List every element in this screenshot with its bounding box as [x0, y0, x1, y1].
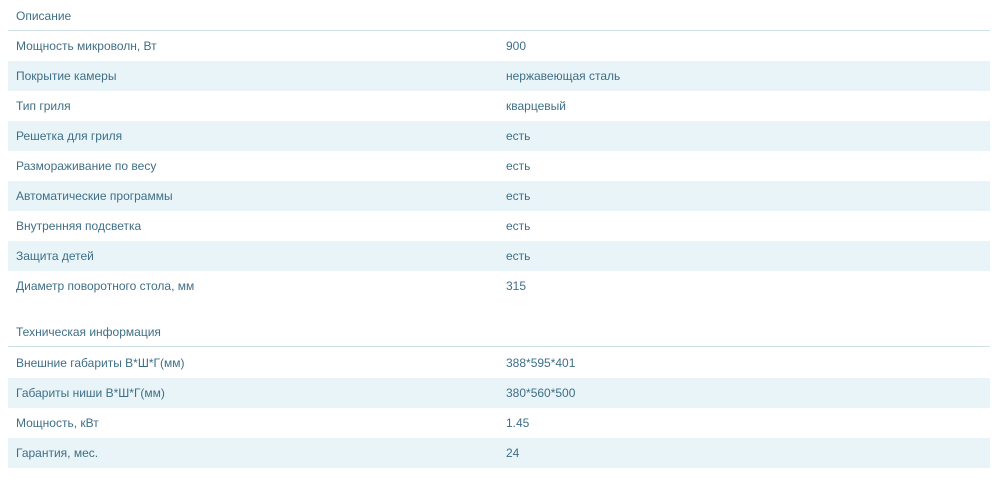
spec-key: Решетка для гриля	[16, 129, 123, 143]
spec-value: есть	[506, 219, 531, 233]
spec-row: Диаметр поворотного стола, мм 315	[8, 271, 990, 301]
spec-value: 900	[506, 39, 527, 53]
section-divider	[8, 346, 990, 347]
spec-key: Габариты ниши В*Ш*Г(мм)	[16, 386, 165, 400]
section-divider	[8, 30, 990, 31]
spec-key: Автоматические программы	[16, 189, 173, 203]
spec-key: Мощность, кВт	[16, 416, 99, 430]
spec-row: Покрытие камеры нержавеющая сталь	[8, 61, 990, 91]
spec-key: Диаметр поворотного стола, мм	[16, 279, 195, 293]
spec-key: Защита детей	[16, 249, 94, 263]
spec-value: 1.45	[506, 416, 530, 430]
spec-row: Гарантия, мес. 24	[8, 438, 990, 468]
spec-value: 315	[506, 279, 527, 293]
spec-value: 380*560*500	[506, 386, 576, 400]
spec-row: Защита детей есть	[8, 241, 990, 271]
spec-value: есть	[506, 129, 531, 143]
spec-value: есть	[506, 159, 531, 173]
spec-row: Решетка для гриля есть	[8, 121, 990, 151]
spec-key: Гарантия, мес.	[16, 446, 99, 460]
spec-row: Мощность, кВт 1.45	[8, 408, 990, 438]
spec-value: кварцевый	[506, 99, 566, 113]
spec-row: Внешние габариты В*Ш*Г(мм) 388*595*401	[8, 348, 990, 378]
section-title-description: Описание	[16, 9, 72, 23]
spec-key: Внутренняя подсветка	[16, 219, 142, 233]
spec-value: 24	[506, 446, 520, 460]
spec-key: Мощность микроволн, Вт	[16, 39, 157, 53]
spec-value: есть	[506, 189, 531, 203]
spec-key: Внешние габариты В*Ш*Г(мм)	[16, 356, 185, 370]
spec-key: Тип гриля	[16, 99, 71, 113]
spec-row: Тип гриля кварцевый	[8, 91, 990, 121]
spec-key: Покрытие камеры	[16, 69, 117, 83]
spec-key: Размораживание по весу	[16, 159, 157, 173]
spec-row: Габариты ниши В*Ш*Г(мм) 380*560*500	[8, 378, 990, 408]
section-technical-rows: Внешние габариты В*Ш*Г(мм) 388*595*401 Г…	[8, 348, 990, 468]
spec-row: Автоматические программы есть	[8, 181, 990, 211]
spec-value: нержавеющая сталь	[506, 69, 621, 83]
spec-value: есть	[506, 249, 531, 263]
spec-row: Мощность микроволн, Вт 900	[8, 31, 990, 61]
spec-value: 388*595*401	[506, 356, 576, 370]
spec-row: Внутренняя подсветка есть	[8, 211, 990, 241]
spec-row: Размораживание по весу есть	[8, 151, 990, 181]
section-title-technical: Техническая информация	[16, 325, 161, 339]
section-description-rows: Мощность микроволн, Вт 900 Покрытие каме…	[8, 31, 990, 301]
